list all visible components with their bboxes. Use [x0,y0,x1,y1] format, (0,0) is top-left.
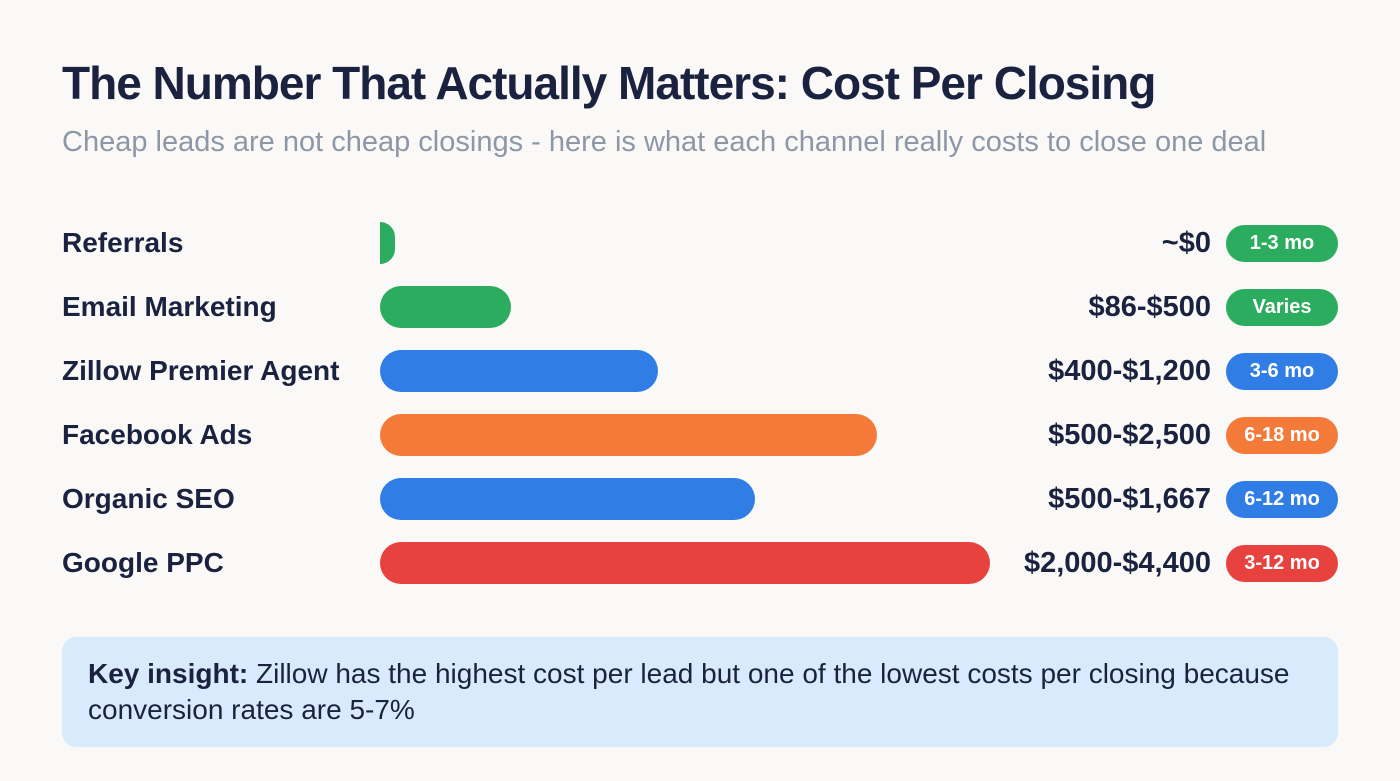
page-subtitle: Cheap leads are not cheap closings - her… [62,126,1267,158]
timeline-badge: Varies [1226,288,1338,326]
page-title: The Number That Actually Matters: Cost P… [62,57,1156,109]
cost-range: $2,000-$4,400 [1023,546,1211,579]
bar-track [380,414,990,456]
bar-track [380,286,990,328]
channel-label: Referrals [62,227,184,258]
channel-label: Organic SEO [62,483,235,514]
cost-range: $86-$500 [1088,290,1211,323]
cost-bar [380,414,878,456]
channel-row: Facebook Ads $500-$2,500 6-18 mo [62,403,1338,467]
cost-range: ~$0 [1161,226,1211,259]
infographic-page: The Number That Actually Matters: Cost P… [62,57,1338,747]
cost-bar [380,286,512,328]
key-insight-box: Key insight: Zillow has the highest cost… [62,637,1338,747]
key-insight-text: Zillow has the highest cost per lead but… [88,658,1290,725]
cost-bar [380,350,658,392]
channel-label: Email Marketing [62,291,277,322]
timeline-badge: 6-12 mo [1226,480,1338,518]
bar-track [380,350,990,392]
channel-row: Organic SEO $500-$1,667 6-12 mo [62,467,1338,531]
channel-label: Google PPC [62,547,224,578]
cost-bar [380,478,756,520]
channel-row: Email Marketing $86-$500 Varies [62,275,1338,339]
cost-range: $500-$1,667 [1048,482,1211,515]
channel-row: Google PPC $2,000-$4,400 3-12 mo [62,531,1338,595]
cost-per-closing-chart: Referrals ~$0 1-3 mo Email Marketing $86… [62,211,1338,595]
cost-range: $500-$2,500 [1048,418,1211,451]
timeline-badge: 3-12 mo [1226,544,1338,582]
channel-row: Referrals ~$0 1-3 mo [62,211,1338,275]
cost-bar [380,542,990,584]
bar-track [380,542,990,584]
bar-track [380,222,990,264]
cost-bar [380,222,396,264]
channel-label: Zillow Premier Agent [62,355,340,386]
cost-range: $400-$1,200 [1048,354,1211,387]
timeline-badge: 3-6 mo [1226,352,1338,390]
channel-row: Zillow Premier Agent $400-$1,200 3-6 mo [62,339,1338,403]
channel-label: Facebook Ads [62,419,253,450]
key-insight-label: Key insight: [88,658,249,689]
timeline-badge: 6-18 mo [1226,416,1338,454]
bar-track [380,478,990,520]
timeline-badge: 1-3 mo [1226,224,1338,262]
